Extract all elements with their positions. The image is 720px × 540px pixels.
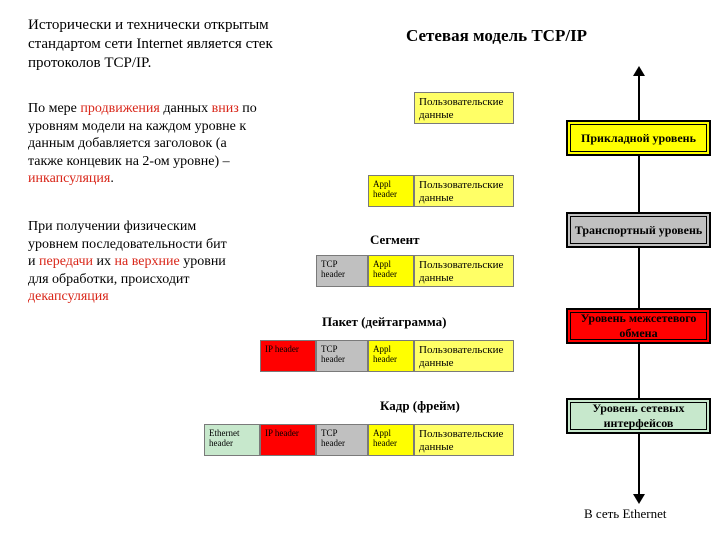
cell-ip-4: IP header <box>260 340 316 372</box>
encap-row-2: Appl header Пользовательские данные <box>368 175 514 207</box>
caption-frame: Кадр (фрейм) <box>380 398 460 414</box>
arrow-line-seg1 <box>638 76 640 120</box>
bottom-label: В сеть Ethernet <box>584 506 667 522</box>
cell-data-2: Пользовательские данные <box>414 175 514 207</box>
cell-data-4: Пользовательские данные <box>414 340 514 372</box>
layer-link: Уровень сетевых интерфейсов <box>566 398 711 434</box>
cell-tcp-5: TCP header <box>316 424 368 456</box>
cell-data-1: Пользовательские данные <box>414 92 514 124</box>
cell-appl-2: Appl header <box>368 175 414 207</box>
encap-row-1: Пользовательские данные <box>414 92 514 124</box>
arrow-line-seg4 <box>638 344 640 398</box>
arrow-line-seg3 <box>638 248 640 308</box>
diagram-title: Сетевая модель TCP/IP <box>406 26 587 46</box>
layer-transport: Транспортный уровень <box>566 212 711 248</box>
caption-packet: Пакет (дейтаграмма) <box>322 314 446 330</box>
cell-tcp-4: TCP header <box>316 340 368 372</box>
paragraph-encapsulation: По мере продвижения данных вниз по уровн… <box>28 100 258 188</box>
cell-data-5: Пользовательские данные <box>414 424 514 456</box>
encap-row-4: IP header TCP header Appl header Пользов… <box>260 340 514 372</box>
cell-tcp-3: TCP header <box>316 255 368 287</box>
caption-segment: Сегмент <box>370 232 420 248</box>
layer-internet: Уровень межсетевого обмена <box>566 308 711 344</box>
cell-ip-5: IP header <box>260 424 316 456</box>
cell-appl-5: Appl header <box>368 424 414 456</box>
cell-data-3: Пользовательские данные <box>414 255 514 287</box>
encap-row-5: Ethernet header IP header TCP header App… <box>204 424 514 456</box>
cell-appl-4: Appl header <box>368 340 414 372</box>
arrow-line-seg5 <box>638 434 640 494</box>
arrow-head-down <box>633 494 645 504</box>
encap-row-3: TCP header Appl header Пользовательские … <box>316 255 514 287</box>
cell-eth-5: Ethernet header <box>204 424 260 456</box>
arrow-line-seg2 <box>638 156 640 212</box>
cell-appl-3: Appl header <box>368 255 414 287</box>
intro-text: Исторически и технически открытым станда… <box>28 16 328 72</box>
layer-application: Прикладной уровень <box>566 120 711 156</box>
arrow-head-up <box>633 66 645 76</box>
paragraph-decapsulation: При получении физическим уровнем последо… <box>28 218 233 306</box>
